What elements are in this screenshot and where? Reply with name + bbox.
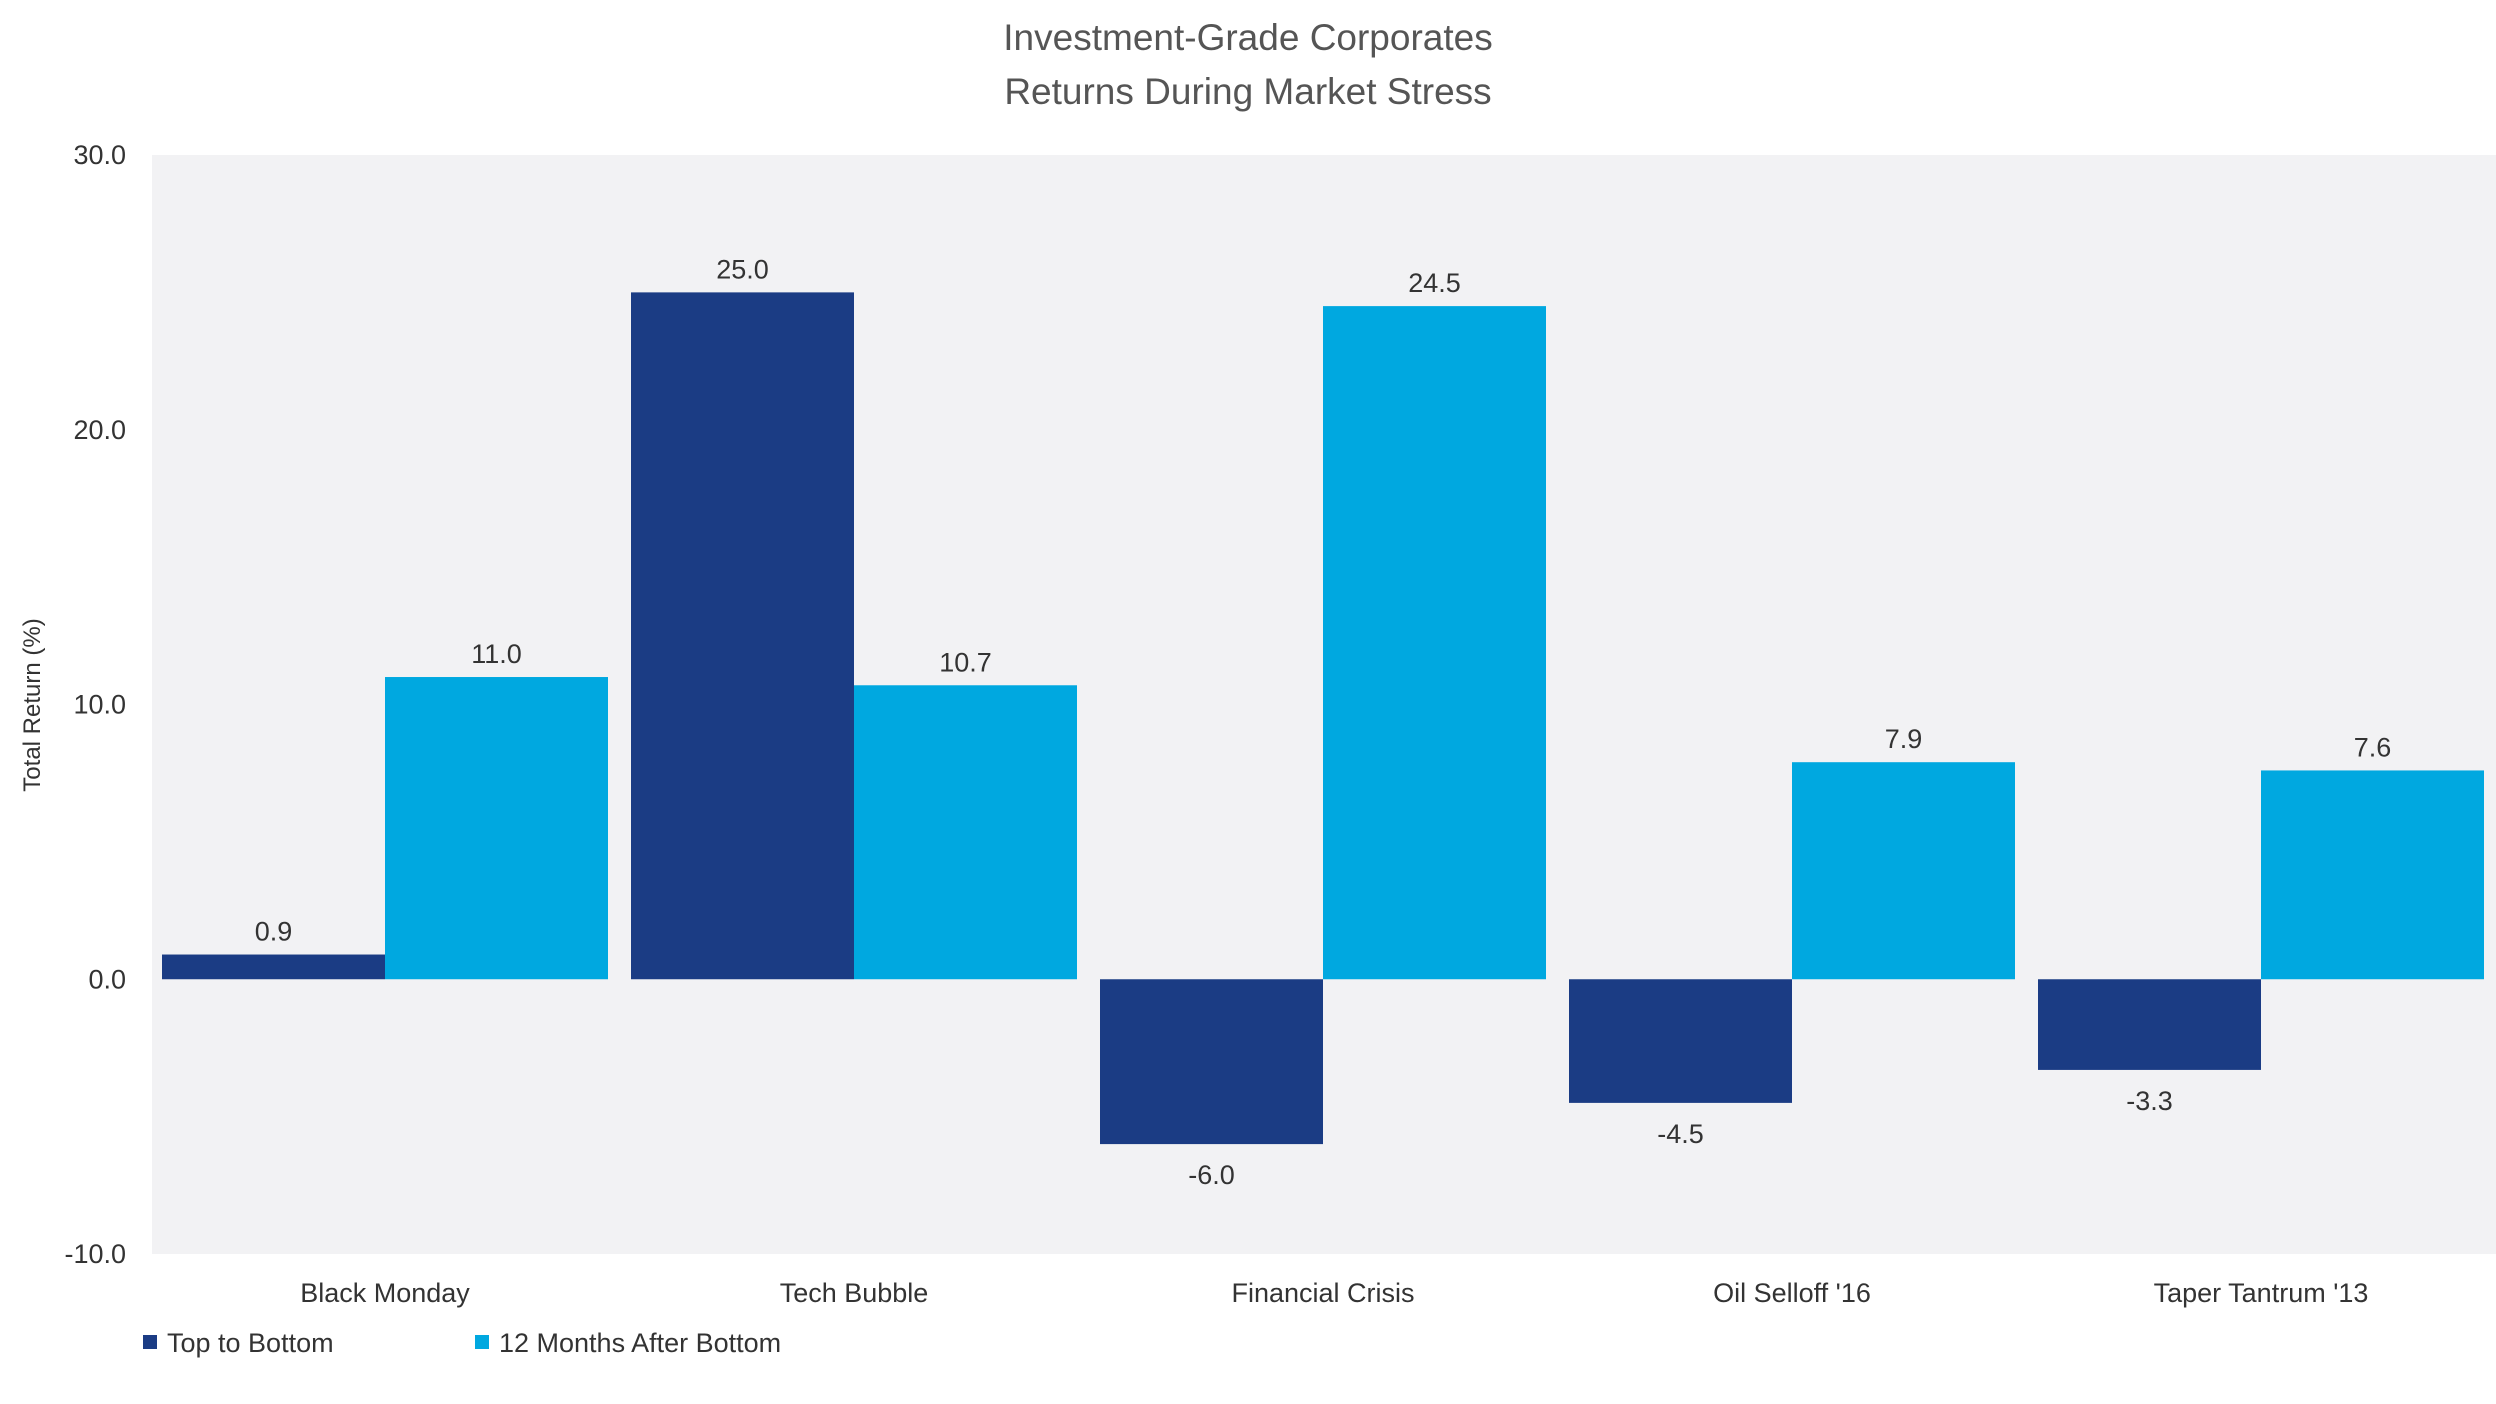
data-label: 7.9 bbox=[1885, 724, 1923, 754]
data-label: 7.6 bbox=[2354, 732, 2392, 762]
y-axis-label: Total Return (%) bbox=[19, 618, 46, 791]
bar-top-to-bottom-2 bbox=[1100, 979, 1323, 1145]
y-tick-label: -10.0 bbox=[64, 1239, 126, 1269]
data-label: -3.3 bbox=[2126, 1086, 2173, 1116]
data-labels: 0.9 11.0 25.0 10.7 -6.0 24.5 -4.5 7.9 -3.3 7.6 bbox=[255, 254, 2392, 1190]
x-tick-label: Taper Tantrum '13 bbox=[2154, 1278, 2369, 1308]
x-tick-label: Black Monday bbox=[300, 1278, 470, 1308]
y-tick-label: 20.0 bbox=[73, 415, 126, 445]
legend-label: Top to Bottom bbox=[167, 1328, 334, 1358]
data-label: 10.7 bbox=[939, 647, 992, 677]
y-tick-label: 30.0 bbox=[73, 140, 126, 170]
bar-top-to-bottom-4 bbox=[2038, 979, 2261, 1070]
x-axis: Black Monday Tech Bubble Financial Crisis O… bbox=[300, 1278, 2368, 1308]
x-tick-label: Financial Crisis bbox=[1231, 1278, 1414, 1308]
bar-top-to-bottom-0 bbox=[162, 954, 385, 980]
y-tick-label: 10.0 bbox=[73, 690, 126, 720]
bar-12-months-after-3 bbox=[1792, 762, 2015, 980]
data-label: -6.0 bbox=[1188, 1160, 1235, 1190]
data-label: 0.9 bbox=[255, 917, 293, 947]
bar-12-months-after-2 bbox=[1323, 306, 1546, 980]
x-tick-label: Oil Selloff '16 bbox=[1713, 1278, 1871, 1308]
chart-title: Investment-Grade Corporates bbox=[1003, 17, 1492, 58]
legend: Top to Bottom 12 Months After Bottom bbox=[143, 1328, 781, 1358]
bar-top-to-bottom-3 bbox=[1569, 979, 1792, 1103]
y-axis: 30.0 20.0 10.0 0.0 -10.0 bbox=[64, 140, 126, 1269]
bar-top-to-bottom-1 bbox=[631, 292, 854, 980]
data-label: -4.5 bbox=[1657, 1119, 1704, 1149]
y-tick-label: 0.0 bbox=[88, 964, 126, 994]
chart-subtitle: Returns During Market Stress bbox=[1004, 71, 1491, 112]
data-label: 11.0 bbox=[471, 639, 522, 669]
legend-swatch bbox=[475, 1335, 489, 1349]
legend-swatch bbox=[143, 1335, 157, 1349]
bars bbox=[162, 292, 2484, 1145]
data-label: 24.5 bbox=[1408, 268, 1461, 298]
bar-12-months-after-0 bbox=[385, 677, 608, 980]
x-tick-label: Tech Bubble bbox=[780, 1278, 929, 1308]
bar-12-months-after-4 bbox=[2261, 770, 2484, 980]
data-label: 25.0 bbox=[716, 254, 769, 284]
legend-label: 12 Months After Bottom bbox=[499, 1328, 781, 1358]
bar-12-months-after-1 bbox=[854, 685, 1077, 980]
